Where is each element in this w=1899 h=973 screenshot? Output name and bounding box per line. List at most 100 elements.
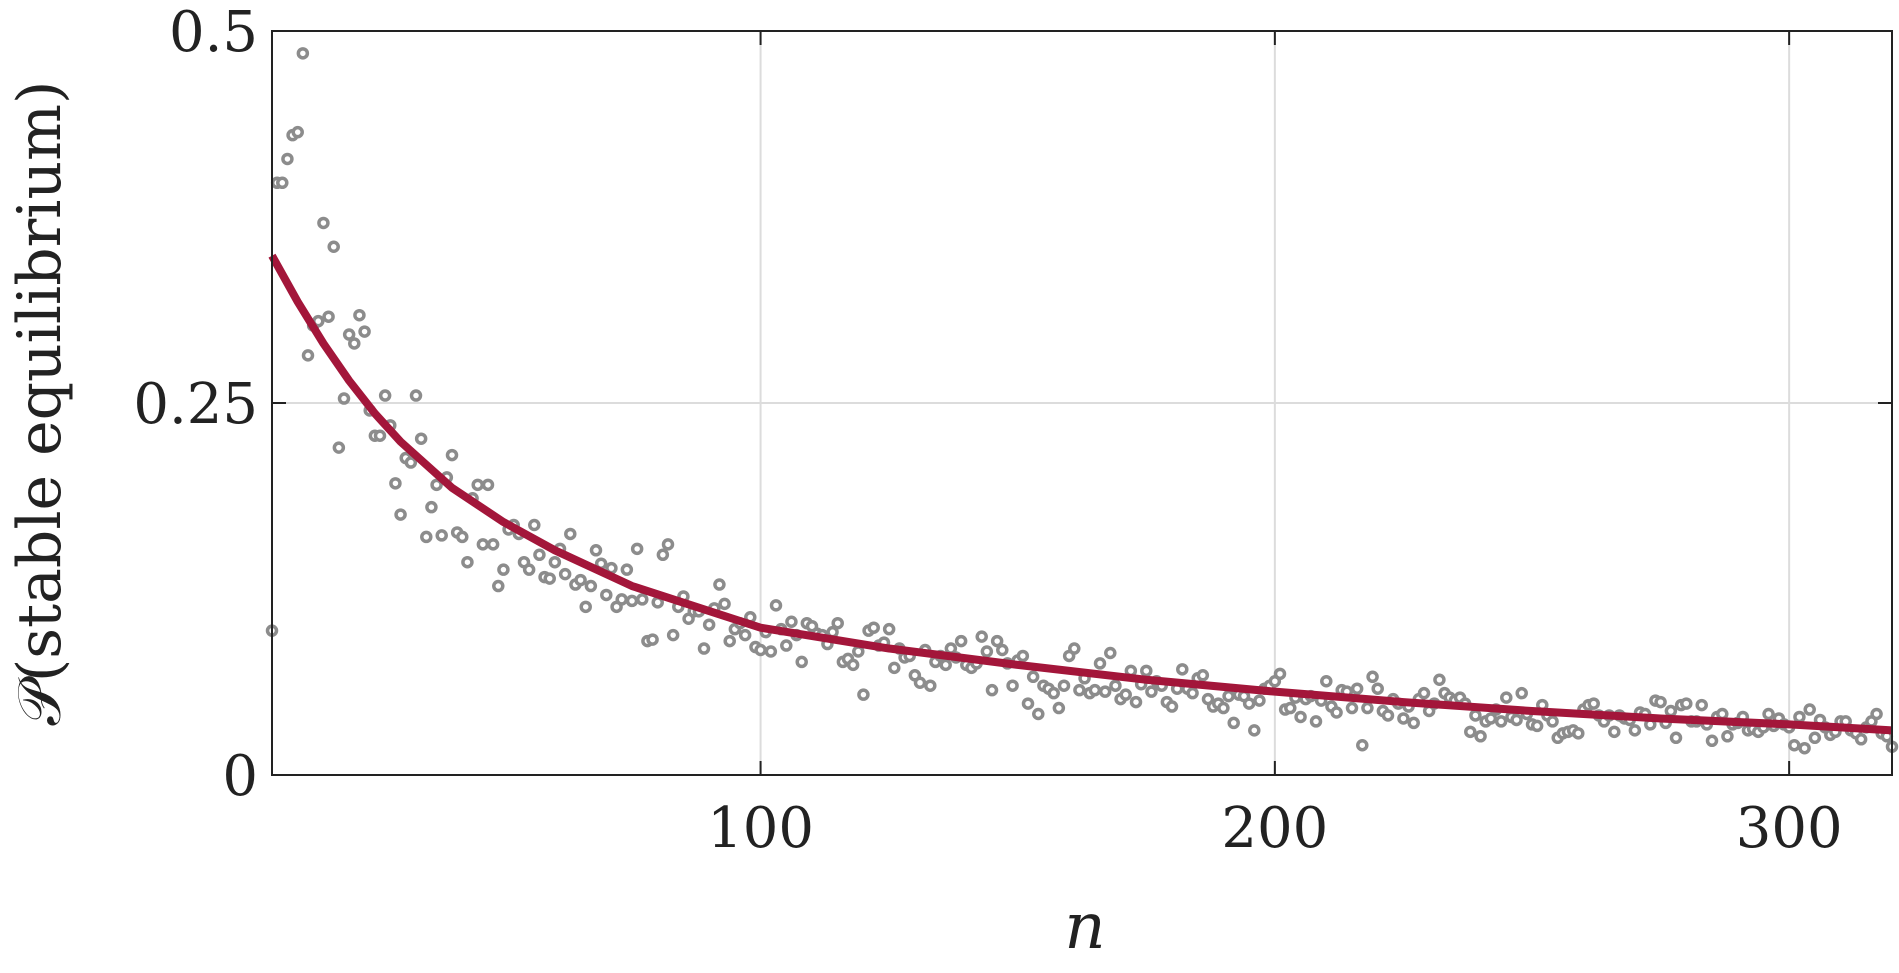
y-tick-label: 0.25 (133, 372, 258, 437)
scatter-point (445, 448, 459, 462)
scatter-point (358, 325, 371, 338)
scatter-point (548, 555, 562, 569)
scatter-point (857, 688, 870, 701)
scatter-point (1032, 707, 1045, 721)
scatter-point (1222, 689, 1235, 703)
scatter-point (420, 530, 433, 544)
scatter-point (435, 529, 448, 542)
scatter-point (1248, 724, 1261, 737)
scatter-point (342, 328, 356, 341)
scatter-point (1762, 707, 1775, 721)
scatter-point (1006, 679, 1019, 692)
scatter-point (1119, 688, 1132, 701)
scatter-point (589, 544, 603, 557)
scatter-point (1320, 675, 1333, 688)
scatter-point (1870, 707, 1883, 721)
scatter-point (1361, 701, 1374, 715)
scatter-point (1546, 715, 1559, 728)
scatter-point (1397, 712, 1410, 725)
scatter-point (975, 630, 988, 643)
scatter-point (1227, 716, 1240, 730)
scatter-point (785, 615, 798, 628)
scatter-point (1145, 685, 1158, 698)
scatter-point (1608, 725, 1621, 739)
scatter-point (291, 125, 304, 139)
scatter-point (996, 643, 1009, 657)
scatter-point (1793, 710, 1806, 724)
scatter-point (1309, 715, 1323, 728)
scatter-point (425, 500, 438, 514)
scatter-point (528, 518, 541, 532)
scatter-point (317, 216, 330, 230)
scatter-point (713, 578, 726, 591)
scatter-point (620, 563, 634, 576)
scatter-point (1572, 727, 1585, 740)
x-tick-label: 200 (1221, 796, 1328, 861)
scatter-point (1464, 725, 1477, 739)
scatter-point (913, 676, 927, 689)
y-tick-label: 0 (222, 744, 258, 809)
scatter-point (1356, 738, 1369, 752)
scatter-point (1500, 691, 1513, 704)
scatter-point (1273, 667, 1287, 681)
scatter-point (990, 634, 1004, 648)
scatter-point (1803, 703, 1816, 716)
scatter-point (1680, 697, 1693, 710)
scatter-point (1196, 669, 1210, 682)
scatter-point (378, 389, 392, 402)
scatter-point (1433, 673, 1446, 687)
scatter-point (584, 579, 598, 593)
scatter-point (322, 310, 335, 323)
scatter-point (1371, 682, 1384, 695)
scatter-point (1474, 730, 1487, 743)
scatter-point (461, 555, 474, 569)
scatter-point (615, 593, 628, 606)
scatter-point (636, 593, 649, 606)
scatter-point (867, 621, 880, 634)
scatter-point (1381, 709, 1395, 722)
scatter-point (846, 658, 860, 672)
scatter-point (564, 527, 577, 541)
scatter-point (430, 478, 443, 492)
scatter-point (1104, 646, 1117, 660)
x-axis-label: n (1064, 890, 1105, 964)
scatter-point (1253, 694, 1266, 707)
scatter-point (1088, 683, 1102, 697)
scatter-point (980, 645, 994, 658)
scatter-point (404, 456, 418, 469)
scatter-point (1669, 731, 1683, 745)
scatter-point (764, 645, 778, 658)
scatter-point (1284, 701, 1297, 715)
scatter-point (1515, 686, 1528, 700)
scatter-point (1021, 697, 1035, 710)
scatter-point (1052, 701, 1066, 715)
scatter-point (1854, 733, 1868, 746)
scatter-point (882, 622, 896, 636)
scatter-point (353, 308, 366, 322)
scatter-point (481, 478, 495, 492)
scatter-point (1294, 710, 1307, 724)
scatter-point (1068, 642, 1081, 655)
scatter-point (522, 563, 536, 576)
scatter-point (697, 642, 711, 655)
scatter-point (281, 152, 294, 166)
scatter-point (1176, 663, 1189, 676)
scatter-point (630, 542, 644, 556)
scatter-point (296, 47, 310, 60)
scatter-point (1664, 704, 1678, 718)
scatter-point (1047, 686, 1060, 700)
scatter-point (1345, 701, 1359, 715)
scatter-point (394, 508, 407, 521)
scatter-point (492, 579, 505, 593)
scatter-point (1098, 685, 1112, 698)
scatter-point (543, 572, 556, 585)
y-tick-label: 0.5 (169, 0, 258, 65)
scatter-point (1073, 683, 1086, 697)
scatter-point (409, 389, 423, 402)
scatter-point (985, 683, 999, 697)
scatter-point (1469, 709, 1482, 722)
scatter-point (939, 658, 952, 672)
x-tick-label: 100 (707, 796, 814, 861)
scatter-point (795, 655, 808, 669)
